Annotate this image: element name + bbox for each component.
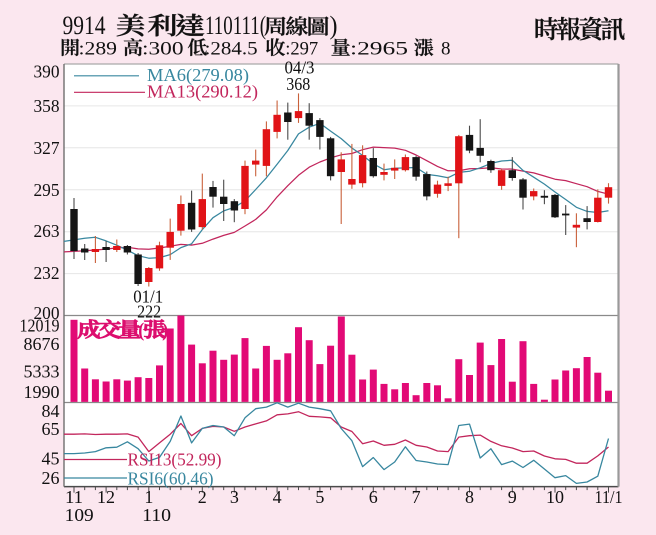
svg-text:263: 263 xyxy=(34,221,60,241)
svg-text:10: 10 xyxy=(546,487,564,507)
svg-text:7: 7 xyxy=(412,487,421,507)
svg-text:12: 12 xyxy=(97,487,115,507)
svg-text::2965: :2965 xyxy=(350,38,408,59)
svg-text:84: 84 xyxy=(42,401,60,421)
svg-text:65: 65 xyxy=(42,419,60,439)
svg-text:222: 222 xyxy=(137,302,161,322)
svg-text:8676: 8676 xyxy=(24,334,60,354)
svg-text:5: 5 xyxy=(315,487,324,507)
svg-text:12019: 12019 xyxy=(20,316,60,336)
svg-text:368: 368 xyxy=(286,74,310,94)
svg-text:RSI13(52.99): RSI13(52.99) xyxy=(128,450,222,471)
svg-text::297: :297 xyxy=(285,38,318,59)
svg-text:390: 390 xyxy=(34,61,60,81)
svg-text:2: 2 xyxy=(198,487,207,507)
svg-text:9: 9 xyxy=(508,487,517,507)
svg-text:): ) xyxy=(162,319,168,341)
svg-text:11: 11 xyxy=(65,487,83,507)
svg-text:8: 8 xyxy=(441,38,451,59)
svg-text:4: 4 xyxy=(273,487,282,507)
svg-text:327: 327 xyxy=(34,138,60,158)
svg-text:45: 45 xyxy=(42,449,60,469)
svg-text::284.5: :284.5 xyxy=(205,38,258,59)
svg-text:358: 358 xyxy=(34,96,60,116)
svg-text:RSI6(60.46): RSI6(60.46) xyxy=(128,469,214,490)
svg-text:26: 26 xyxy=(42,468,60,488)
svg-text::289: :289 xyxy=(79,38,118,59)
svg-text:MA13(290.12): MA13(290.12) xyxy=(147,81,258,102)
svg-text:): ) xyxy=(330,10,338,40)
svg-text:9914: 9914 xyxy=(63,10,106,40)
svg-text:(: ( xyxy=(138,319,144,341)
svg-text:295: 295 xyxy=(34,180,60,200)
svg-text:01/1: 01/1 xyxy=(133,287,163,307)
svg-text:232: 232 xyxy=(34,263,60,283)
svg-text:110111(: 110111( xyxy=(205,10,266,40)
svg-text:04/3: 04/3 xyxy=(285,58,315,78)
svg-text:8: 8 xyxy=(465,487,474,507)
svg-text:1990: 1990 xyxy=(24,382,60,402)
svg-text:MA6(279.08): MA6(279.08) xyxy=(147,65,249,86)
svg-text:6: 6 xyxy=(369,487,378,507)
svg-text:109: 109 xyxy=(65,505,94,525)
svg-text:3: 3 xyxy=(230,487,239,507)
svg-text:5333: 5333 xyxy=(24,362,60,382)
svg-text:11/1: 11/1 xyxy=(595,487,623,507)
svg-text::300: :300 xyxy=(142,38,184,59)
svg-text:110: 110 xyxy=(142,505,171,525)
svg-text:200: 200 xyxy=(34,303,60,323)
svg-text:1: 1 xyxy=(144,487,153,507)
